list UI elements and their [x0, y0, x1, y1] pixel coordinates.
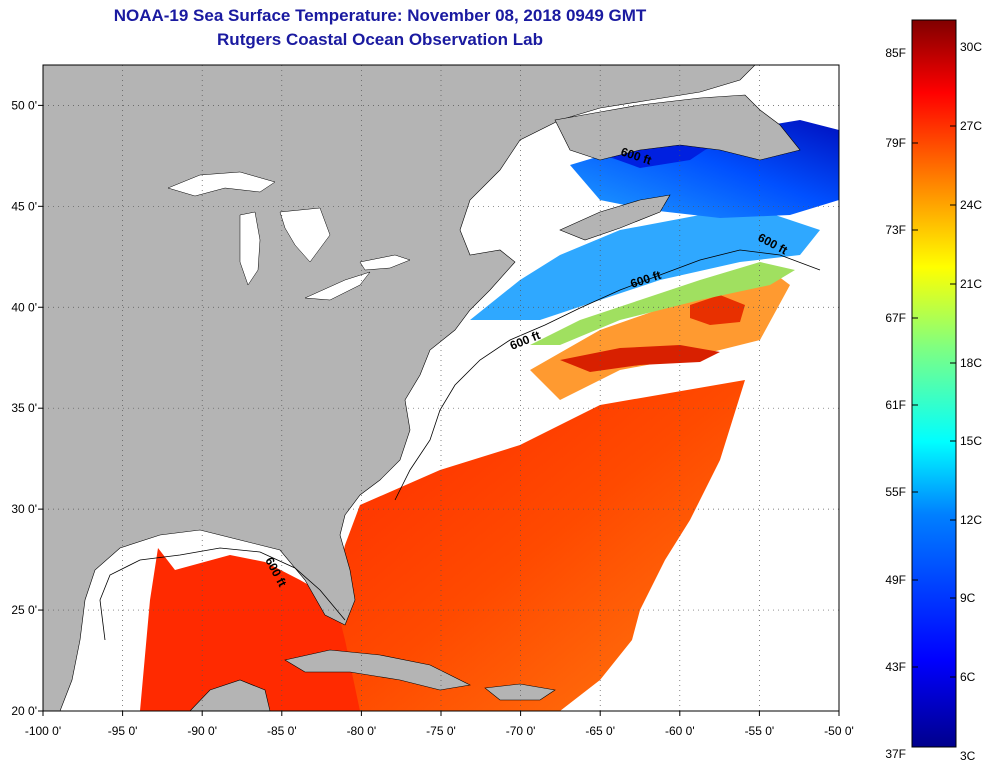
- colorbar-c-label: 21C: [960, 277, 982, 291]
- sst-transition: [530, 262, 795, 345]
- colorbar-c-label: 3C: [960, 749, 976, 763]
- colorbar-f-label: 49F: [885, 573, 906, 587]
- lon-tick-label: -85 0': [267, 724, 297, 738]
- lon-tick-label: -90 0': [187, 724, 217, 738]
- contour-600ft-atlantic: [394, 249, 821, 501]
- land-canada-east: [554, 94, 801, 161]
- colorbar-c-label: 24C: [960, 198, 982, 212]
- colorbar-f-label: 79F: [885, 136, 906, 150]
- colorbar-c-label: 27C: [960, 119, 982, 133]
- longitude-axis: -100 0' -95 0' -90 0' -85 0' -80 0' -75 0' -70…: [25, 711, 854, 738]
- map-title: NOAA-19 Sea Surface Temperature: Novembe…: [113, 6, 647, 25]
- lake-michigan: [239, 211, 261, 286]
- land-north-america: [43, 65, 756, 711]
- sst-shelf-cool: [470, 210, 820, 320]
- colorbar-f-label: 67F: [885, 311, 906, 325]
- colorbar-c-label: 12C: [960, 513, 982, 527]
- lake-erie: [304, 271, 371, 301]
- lon-tick-label: -55 0': [745, 724, 775, 738]
- colorbar-f-label: 73F: [885, 223, 906, 237]
- lon-tick-label: -60 0': [665, 724, 695, 738]
- lon-tick-label: -100 0': [25, 724, 61, 738]
- lon-tick-label: -50 0': [824, 724, 854, 738]
- lake-huron: [279, 207, 331, 263]
- lat-tick-label: 40 0': [11, 300, 37, 314]
- lat-tick-label: 25 0': [11, 603, 37, 617]
- lat-tick-label: 50 0': [11, 98, 37, 112]
- colorbar-f-label: 85F: [885, 46, 906, 60]
- land-nova-scotia: [559, 194, 671, 241]
- colorbar-c-label: 30C: [960, 40, 982, 54]
- lake-ontario: [359, 254, 411, 271]
- lat-tick-label: 30 0': [11, 502, 37, 516]
- colorbar: [911, 19, 957, 748]
- land-cuba: [284, 649, 471, 691]
- lon-tick-label: -65 0': [585, 724, 615, 738]
- colorbar-fahrenheit-labels: 85F 79F 73F 67F 61F 55F 49F 43F 37F: [885, 46, 918, 761]
- colorbar-f-label: 43F: [885, 660, 906, 674]
- latitude-axis: 20 0' 25 0' 30 0' 35 0' 40 0' 45 0' 50 0': [11, 98, 43, 718]
- colorbar-c-label: 6C: [960, 670, 976, 684]
- lon-tick-label: -75 0': [426, 724, 456, 738]
- colorbar-f-label: 61F: [885, 398, 906, 412]
- contour-600ft-gulf: [99, 547, 346, 641]
- lon-tick-label: -80 0': [347, 724, 377, 738]
- sst-warm-atlantic: [330, 380, 745, 711]
- lat-tick-label: 35 0': [11, 401, 37, 415]
- colorbar-c-label: 9C: [960, 591, 976, 605]
- land-yucatan: [189, 679, 271, 711]
- colorbar-c-label: 18C: [960, 356, 982, 370]
- map-subtitle: Rutgers Coastal Ocean Observation Lab: [217, 30, 543, 49]
- lat-tick-label: 20 0': [11, 704, 37, 718]
- colorbar-c-label: 15C: [960, 434, 982, 448]
- lon-tick-label: -95 0': [108, 724, 138, 738]
- sst-eddy: [690, 295, 745, 325]
- colorbar-f-label: 37F: [885, 747, 906, 761]
- colorbar-celsius-labels: 30C 27C 24C 21C 18C 15C 12C 9C 6C 3C: [950, 40, 982, 763]
- lake-superior: [167, 171, 276, 197]
- colorbar-f-label: 55F: [885, 485, 906, 499]
- lon-tick-label: -70 0': [506, 724, 536, 738]
- land-hispaniola: [484, 683, 556, 701]
- lat-tick-label: 45 0': [11, 199, 37, 213]
